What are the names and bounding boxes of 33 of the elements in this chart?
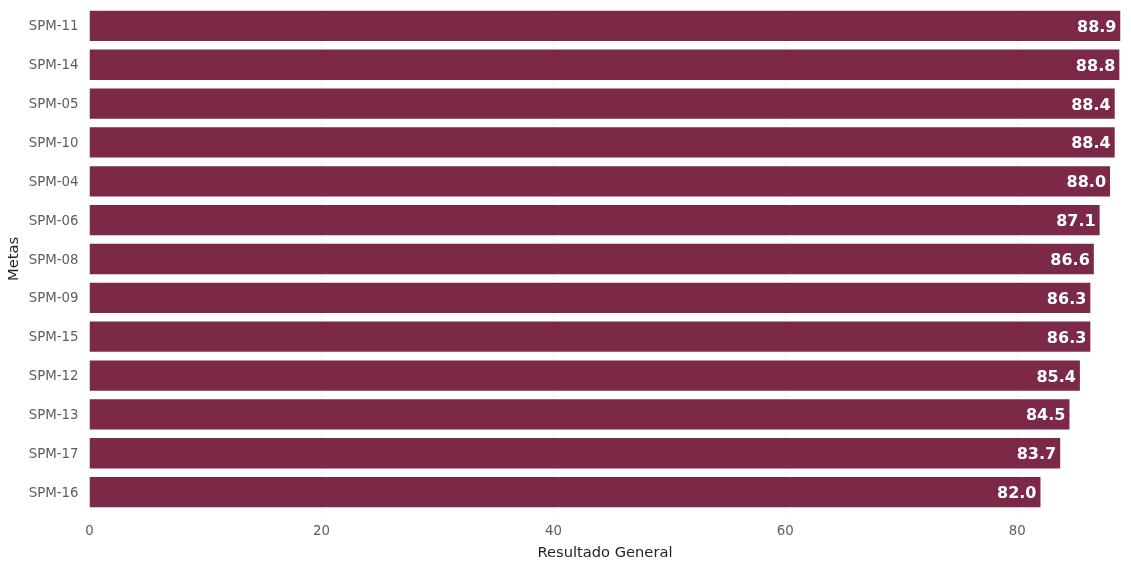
- data-label: 87.1: [1056, 211, 1096, 231]
- data-label: 88.4: [1071, 94, 1111, 114]
- y-tick-label: SPM-05: [28, 96, 79, 112]
- data-label: 82.0: [997, 483, 1037, 503]
- x-tick-label: 0: [85, 522, 94, 538]
- data-label: 86.3: [1046, 288, 1087, 308]
- x-tick-label: 20: [312, 522, 330, 538]
- data-label: 85.4: [1036, 366, 1076, 386]
- y-tick-label: SPM-08: [28, 251, 79, 267]
- y-tick-label: SPM-15: [28, 329, 79, 345]
- data-label: 86.6: [1050, 250, 1090, 269]
- y-tick-label: SPM-14: [28, 57, 79, 73]
- data-label: 84.5: [1026, 405, 1066, 425]
- y-tick-label: SPM-06: [28, 212, 79, 228]
- x-axis-title: Resultado General: [537, 542, 673, 560]
- x-tick-label: 80: [1008, 522, 1026, 538]
- y-tick-label: SPM-11: [28, 18, 79, 34]
- y-tick-label: SPM-13: [28, 406, 79, 422]
- y-tick-label: SPM-09: [28, 290, 79, 306]
- data-label: 88.4: [1071, 133, 1111, 153]
- data-label: 83.7: [1016, 444, 1057, 464]
- y-tick-label: SPM-17: [28, 445, 79, 461]
- y-tick-label: SPM-04: [28, 173, 79, 189]
- y-tick-label: SPM-12: [28, 368, 79, 384]
- y-tick-label: SPM-10: [28, 134, 79, 150]
- x-tick-label: 40: [544, 522, 562, 538]
- data-label: 86.3: [1046, 327, 1087, 347]
- y-tick-label: SPM-16: [28, 484, 79, 500]
- data-label: 88.9: [1077, 16, 1117, 36]
- data-label: 88.0: [1066, 172, 1107, 192]
- y-axis-title: Metas: [3, 236, 21, 282]
- x-tick-label: 60: [776, 522, 794, 538]
- data-label: 88.8: [1075, 55, 1116, 75]
